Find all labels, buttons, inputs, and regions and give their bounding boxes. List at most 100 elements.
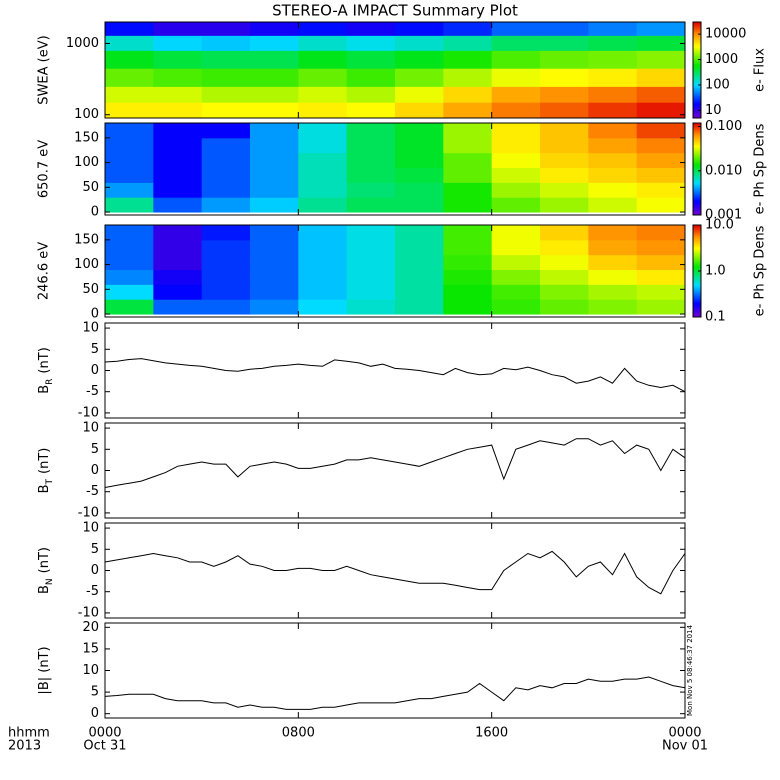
colorbar-swatch bbox=[693, 307, 701, 310]
heatmap-cell bbox=[346, 22, 396, 36]
colorbar-swatch bbox=[693, 207, 701, 210]
y-axis-label: BN (nT) bbox=[37, 547, 55, 594]
heatmap-cell bbox=[201, 102, 251, 119]
colorbar-swatch bbox=[693, 133, 701, 136]
colorbar-frame bbox=[692, 21, 702, 119]
heatmap-cell bbox=[636, 167, 686, 183]
y-tick-label: 100 bbox=[74, 107, 99, 122]
colorbar-swatch bbox=[693, 211, 701, 214]
colorbar-swatch bbox=[693, 187, 701, 190]
y-tick-label: 0 bbox=[91, 363, 99, 378]
colorbar-swatch bbox=[693, 144, 701, 147]
heatmap-cell bbox=[201, 123, 251, 139]
heatmap-cell bbox=[491, 22, 541, 36]
colorbar-swatch bbox=[693, 297, 701, 300]
colorbar-swatch bbox=[693, 94, 701, 97]
heatmap-cell bbox=[636, 182, 686, 198]
colorbar-swatch bbox=[693, 26, 701, 29]
heatmap-cell bbox=[588, 284, 638, 300]
heatmap-cell bbox=[105, 123, 154, 139]
colorbar-swatch bbox=[693, 62, 701, 65]
colorbar-swatch bbox=[693, 136, 701, 139]
y-tick-label: 5 bbox=[91, 342, 99, 357]
heatmap-cell bbox=[491, 225, 541, 241]
heatmap-cell bbox=[395, 152, 444, 169]
heatmap-cell bbox=[153, 197, 203, 213]
y-axis-label-sub: R bbox=[45, 379, 55, 385]
colorbar-tick-label: 1.0 bbox=[705, 264, 726, 279]
colorbar-swatch bbox=[693, 127, 701, 130]
colorbar-swatch bbox=[693, 315, 701, 318]
colorbar-swatch bbox=[693, 52, 701, 55]
heatmap-cell bbox=[105, 182, 154, 198]
heatmap-cell bbox=[443, 68, 493, 87]
heatmap-cell bbox=[153, 269, 203, 285]
colorbar-swatch bbox=[693, 201, 701, 204]
colorbar-swatch bbox=[693, 169, 701, 172]
heatmap-cell bbox=[346, 269, 396, 285]
colorbar-swatch bbox=[693, 161, 701, 164]
heatmap-cell bbox=[153, 254, 203, 271]
y-tick-label: -5 bbox=[86, 384, 99, 399]
colorbar-swatch bbox=[693, 78, 701, 81]
y-tick-label: 100 bbox=[74, 155, 99, 170]
y-axis-label-unit: (nT) bbox=[37, 547, 52, 573]
heatmap-cell bbox=[298, 123, 348, 139]
colorbar-swatch bbox=[693, 44, 701, 47]
colorbar-swatch bbox=[693, 192, 701, 195]
colorbar-tick-label: 0.010 bbox=[705, 163, 742, 178]
colorbar-swatch bbox=[693, 82, 701, 85]
heatmap-cell bbox=[201, 299, 251, 315]
panel-frame bbox=[104, 422, 686, 519]
heatmap-cell bbox=[491, 152, 541, 169]
colorbar-swatch bbox=[693, 176, 701, 179]
heatmap-cell bbox=[395, 137, 444, 154]
colorbar-tick-label: 0.1 bbox=[705, 310, 726, 325]
y-axis-label-sub: T bbox=[45, 478, 55, 485]
colorbar-swatch bbox=[693, 229, 701, 232]
heatmap-cell bbox=[395, 102, 444, 119]
heatmap-cell bbox=[250, 50, 299, 69]
colorbar-swatch bbox=[693, 292, 701, 295]
colorbar-swatch bbox=[693, 63, 701, 66]
heatmap-cell bbox=[346, 137, 396, 154]
heatmap-cell bbox=[105, 299, 154, 315]
heatmap-cell bbox=[443, 102, 493, 119]
heatmap-cell bbox=[540, 137, 589, 154]
heatmap-cell bbox=[153, 137, 203, 154]
colorbar-swatch bbox=[693, 264, 701, 267]
heatmap-cell bbox=[298, 68, 348, 87]
heatmap-cell bbox=[153, 152, 203, 169]
heatmap-cell bbox=[491, 123, 541, 139]
heatmap-cell bbox=[346, 254, 396, 271]
heatmap-cell bbox=[250, 86, 299, 103]
heatmap-cell bbox=[636, 137, 686, 154]
colorbar-swatch bbox=[693, 274, 701, 277]
heatmap-cell bbox=[298, 197, 348, 213]
panel-frame bbox=[104, 322, 686, 419]
colorbar-swatch bbox=[693, 190, 701, 193]
colorbar-swatch bbox=[693, 129, 701, 132]
heatmap-cell bbox=[540, 152, 589, 169]
colorbar-swatch bbox=[693, 71, 701, 74]
y-tick-label: 20 bbox=[82, 620, 99, 635]
heatmap-cell bbox=[395, 167, 444, 183]
colorbar-swatch bbox=[693, 181, 701, 184]
colorbar-swatch bbox=[693, 152, 701, 155]
y-axis-label-sub: N bbox=[45, 578, 55, 585]
heatmap-cell bbox=[105, 269, 154, 285]
colorbar-swatch bbox=[693, 272, 701, 275]
colorbar-swatch bbox=[693, 57, 701, 60]
heatmap-cell bbox=[105, 86, 154, 103]
x-date-label: Nov 01 bbox=[662, 739, 708, 754]
colorbar-swatch bbox=[693, 258, 701, 261]
colorbar-swatch bbox=[693, 103, 701, 106]
heatmap-cell bbox=[153, 22, 203, 36]
heatmap-cell bbox=[540, 35, 589, 51]
data-line bbox=[104, 438, 686, 488]
colorbar-swatch bbox=[693, 58, 701, 61]
heatmap-cell bbox=[105, 167, 154, 183]
heatmap-cell bbox=[153, 86, 203, 103]
panel-frame bbox=[104, 21, 686, 119]
y-axis-label-main: B bbox=[37, 585, 52, 594]
